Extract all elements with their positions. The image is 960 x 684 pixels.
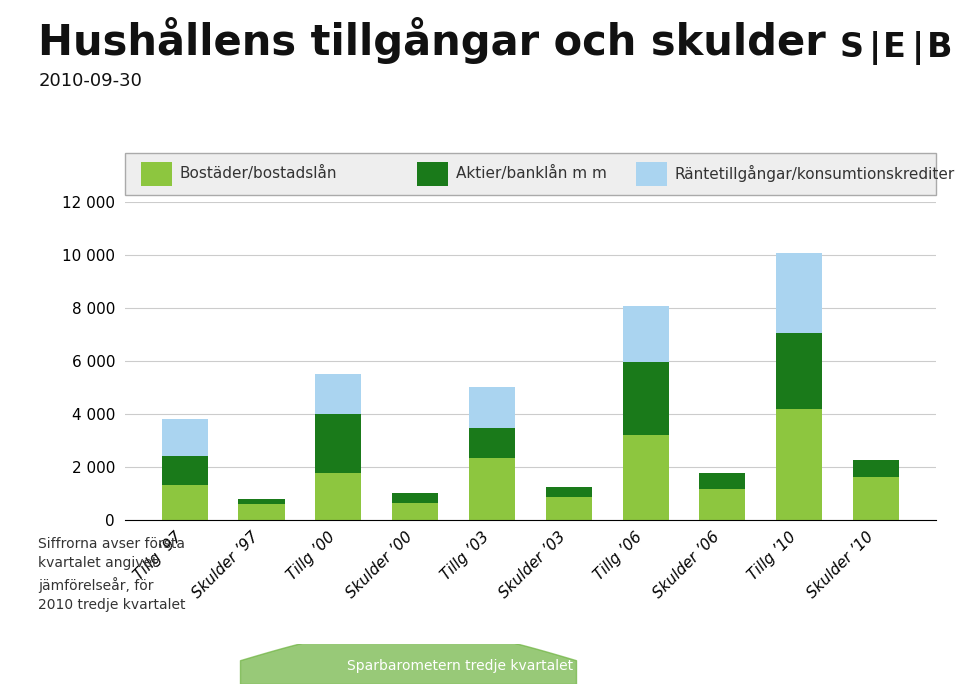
Bar [623, 362, 669, 435]
Bar [238, 499, 284, 504]
Text: B: B [926, 31, 952, 64]
Bar [315, 473, 361, 520]
FancyBboxPatch shape [125, 153, 936, 195]
Bar [777, 408, 823, 520]
Bar [853, 460, 900, 477]
Bar [161, 419, 207, 456]
Bar [161, 456, 207, 486]
Text: Bostäder/bostadslån: Bostäder/bostadslån [180, 166, 338, 181]
Text: |: | [912, 31, 924, 65]
Bar [315, 414, 361, 473]
Text: Räntetillgångar/konsumtionskrediter: Räntetillgångar/konsumtionskrediter [675, 166, 955, 182]
Bar [546, 487, 592, 497]
Bar [777, 333, 823, 408]
Text: 2010-09-30: 2010-09-30 [38, 72, 142, 90]
Bar [392, 503, 438, 520]
Text: Hushållens tillgångar och skulder: Hushållens tillgångar och skulder [38, 17, 827, 64]
Text: |: | [869, 31, 881, 65]
Bar [392, 493, 438, 503]
FancyBboxPatch shape [141, 162, 172, 185]
Text: Sparbarometern tredje kvartalet 2010: Sparbarometern tredje kvartalet 2010 [348, 659, 612, 673]
Bar [700, 473, 746, 489]
FancyBboxPatch shape [417, 162, 447, 185]
Text: 15: 15 [919, 659, 936, 673]
Bar [161, 486, 207, 520]
Bar [700, 489, 746, 520]
Bar [468, 428, 515, 458]
Bar [777, 254, 823, 333]
Text: S: S [840, 31, 864, 64]
Bar [853, 477, 900, 520]
Bar [546, 497, 592, 520]
Bar [623, 306, 669, 362]
Bar [623, 435, 669, 520]
FancyBboxPatch shape [636, 162, 666, 185]
Bar [468, 458, 515, 520]
Text: Aktier/banklån m m: Aktier/banklån m m [456, 166, 607, 181]
Bar [315, 374, 361, 414]
Text: Siffrorna avser första
kvartalet angivet
jämförelseår, för
2010 tredje kvartalet: Siffrorna avser första kvartalet angivet… [38, 537, 186, 612]
Bar [238, 504, 284, 520]
Bar [468, 387, 515, 428]
Text: E: E [883, 31, 906, 64]
